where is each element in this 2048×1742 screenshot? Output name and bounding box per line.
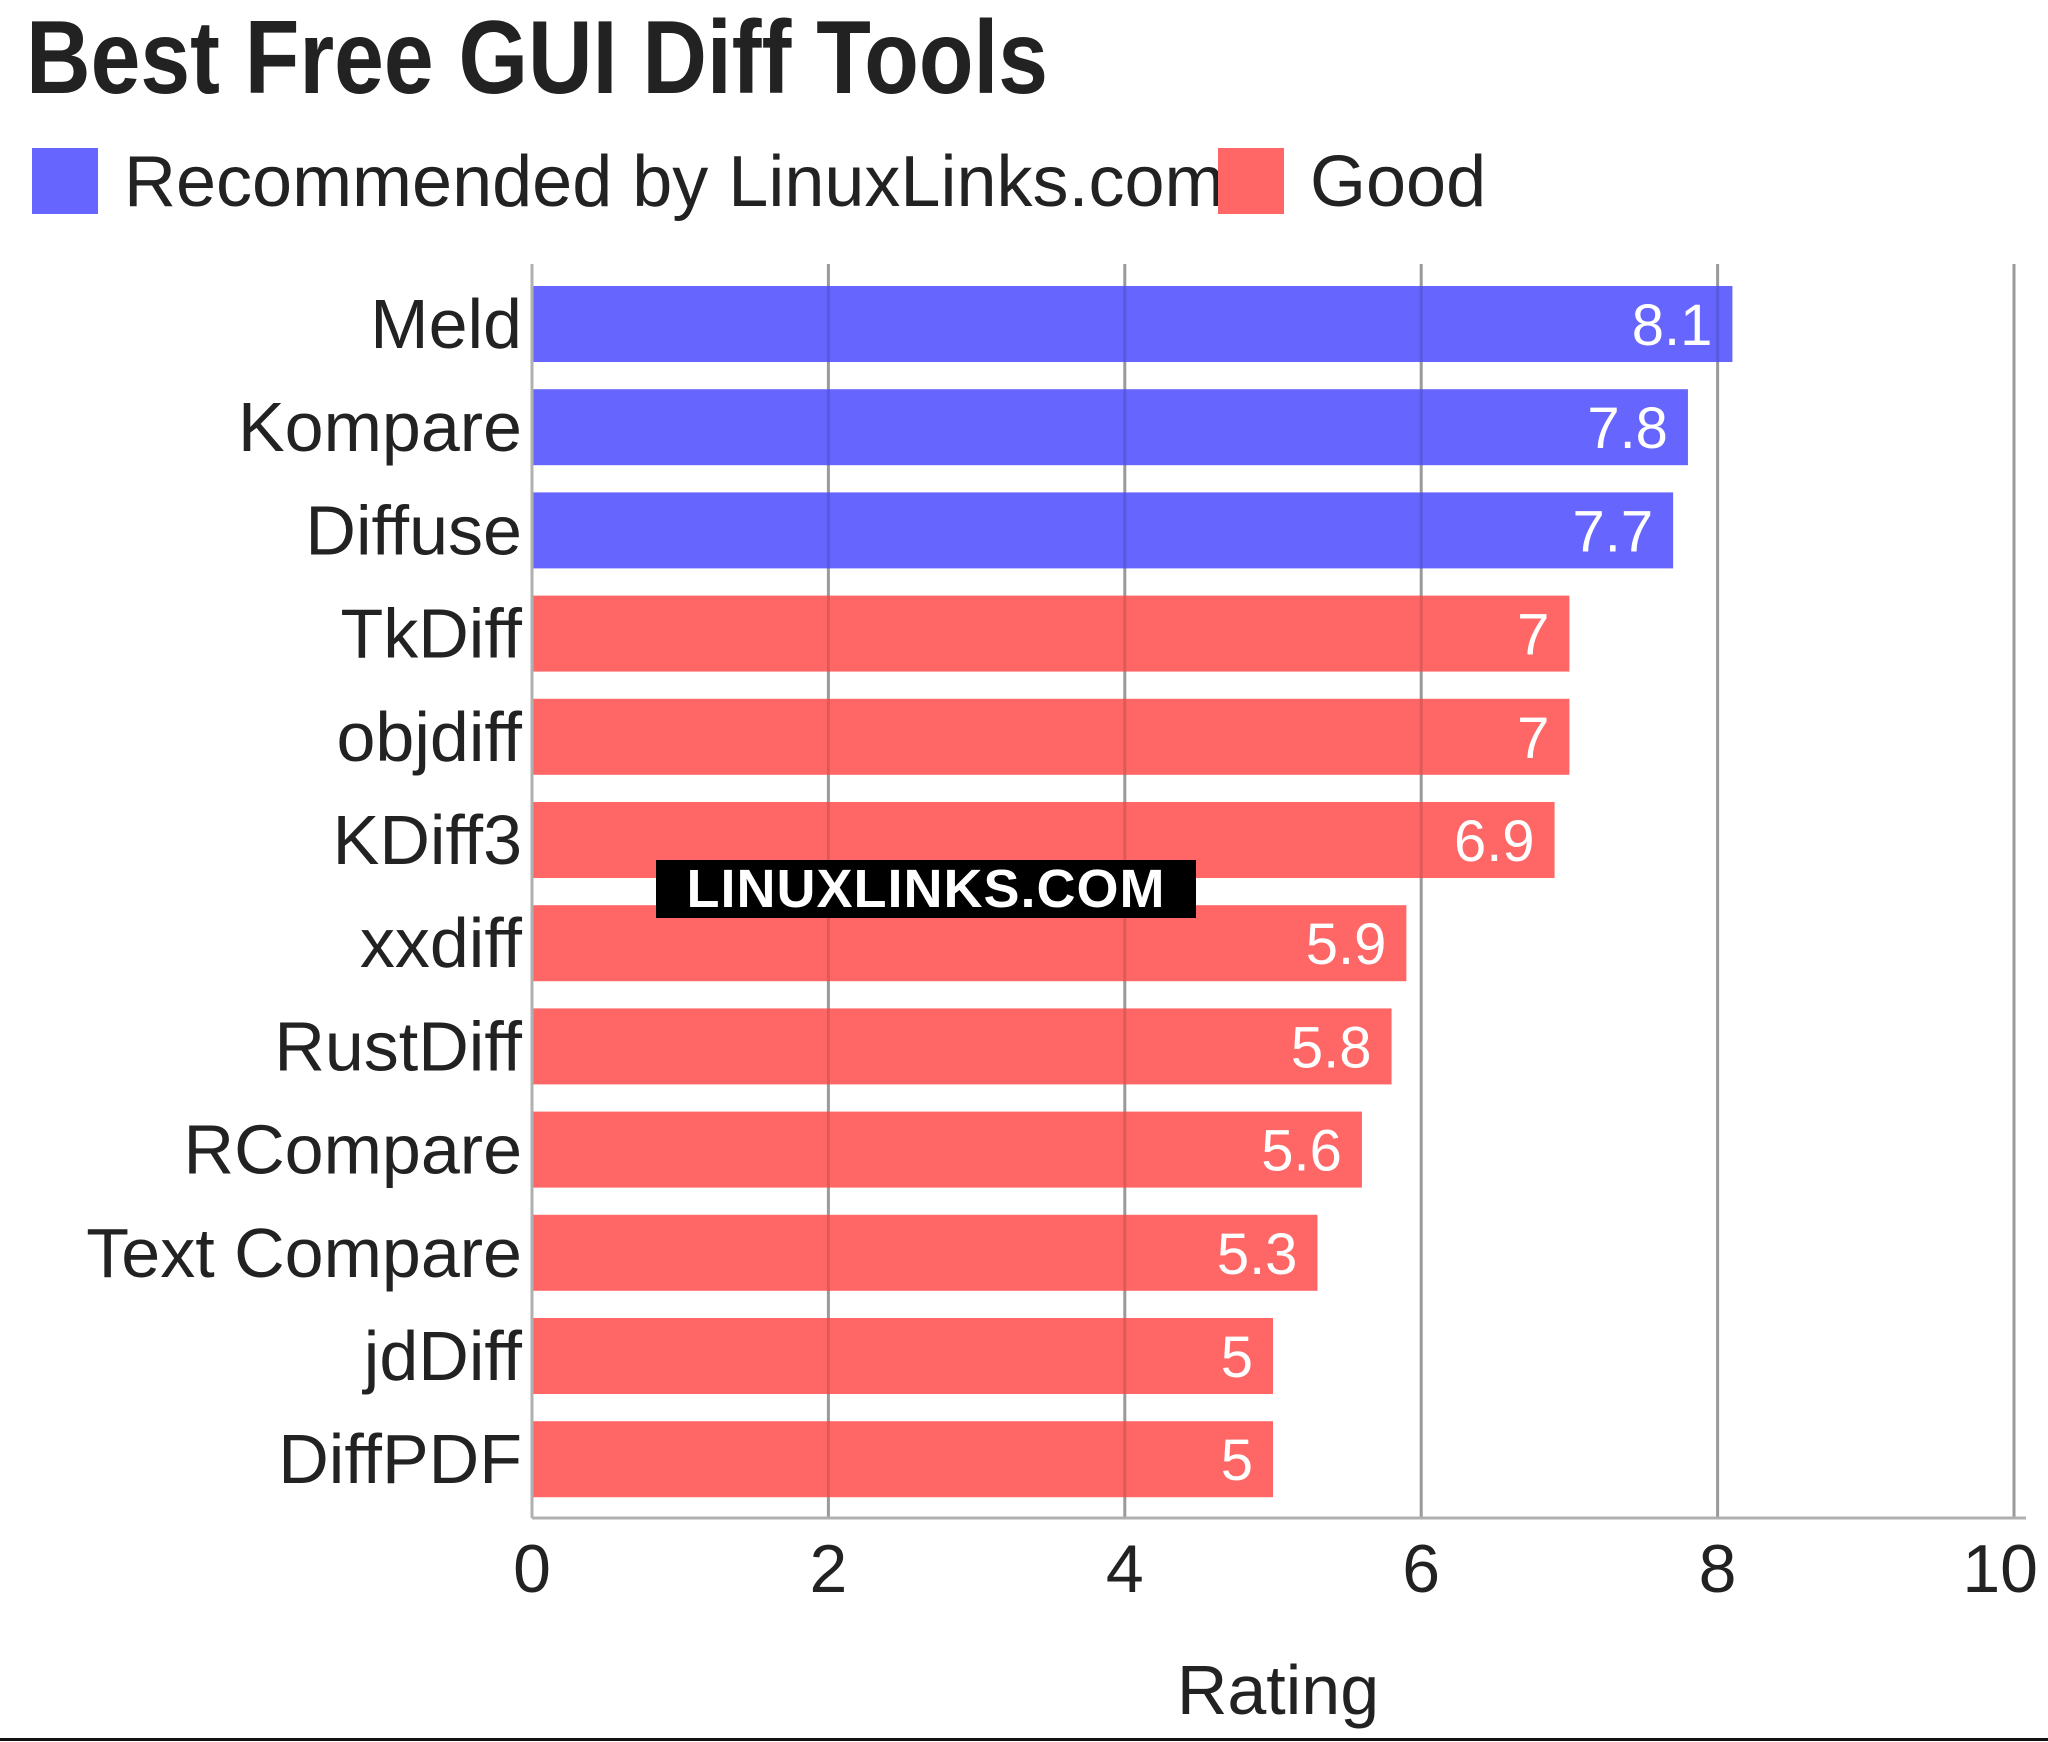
bar-9 (532, 1214, 1318, 1291)
x-tick-label-0: 0 (513, 1531, 551, 1607)
x-tick-label-6: 6 (1402, 1531, 1440, 1607)
value-label-8: 5.6 (1261, 1119, 1342, 1184)
category-label-11: DiffPDF (278, 1420, 522, 1498)
category-label-1: Kompare (238, 388, 522, 466)
value-label-11: 5 (1221, 1428, 1253, 1493)
bars (532, 286, 1733, 1498)
value-label-1: 7.8 (1587, 396, 1668, 461)
chart-title: Best Free GUI Diff Tools (26, 0, 1049, 116)
x-tick-label-2: 2 (809, 1531, 847, 1607)
bar-4 (532, 698, 1570, 775)
category-label-0: Meld (370, 285, 522, 363)
bar-7 (532, 1008, 1392, 1085)
bar-0 (532, 286, 1733, 362)
value-label-4: 7 (1517, 706, 1549, 771)
value-label-7: 5.8 (1291, 1015, 1372, 1080)
value-label-9: 5.3 (1217, 1222, 1298, 1287)
x-tick-label-4: 4 (1106, 1531, 1144, 1607)
category-label-7: RustDiff (274, 1007, 522, 1085)
bar-1 (532, 389, 1688, 466)
bar-8 (532, 1111, 1362, 1188)
category-labels: Meld Kompare Diffuse TkDiff objdiff KDiff3 xxd… (86, 285, 522, 1498)
x-axis-title: Rating (1177, 1651, 1379, 1729)
legend-label-0: Recommended by LinuxLinks.com (124, 142, 1225, 222)
legend-swatch-1 (1218, 148, 1284, 214)
value-label-3: 7 (1517, 603, 1549, 668)
category-label-4: objdiff (336, 698, 522, 776)
category-label-2: Diffuse (305, 491, 522, 569)
legend: Recommended by LinuxLinks.com Good (32, 142, 1486, 222)
value-label-6: 5.9 (1306, 912, 1387, 977)
bar-10 (532, 1318, 1273, 1394)
category-label-6: xxdiff (360, 904, 523, 982)
category-label-10: jdDiff (362, 1317, 523, 1395)
value-label-5: 6.9 (1454, 809, 1535, 874)
x-tick-label-8: 8 (1699, 1531, 1737, 1607)
legend-label-1: Good (1310, 142, 1486, 222)
bottom-rule (0, 1738, 2048, 1741)
category-label-9: Text Compare (86, 1214, 522, 1292)
bar-2 (532, 492, 1674, 569)
value-label-10: 5 (1221, 1325, 1253, 1390)
x-tick-label-10: 10 (1962, 1531, 2038, 1607)
category-label-5: KDiff3 (333, 801, 522, 879)
x-axis: 0 2 4 6 8 10 Rating (513, 264, 2038, 1729)
bar-11 (532, 1421, 1273, 1498)
value-labels: 8.1 7.8 7.7 7 7 6.9 5.9 5.8 5.6 5.3 5 5 (826, 264, 2016, 1518)
category-label-8: RCompare (184, 1111, 522, 1189)
value-label-0: 8.1 (1632, 293, 1713, 358)
value-label-2: 7.7 (1572, 499, 1653, 564)
category-label-3: TkDiff (341, 595, 523, 673)
watermark: LINUXLINKS.COM (656, 860, 1196, 918)
legend-swatch-0 (32, 148, 98, 214)
bar-3 (532, 595, 1570, 672)
